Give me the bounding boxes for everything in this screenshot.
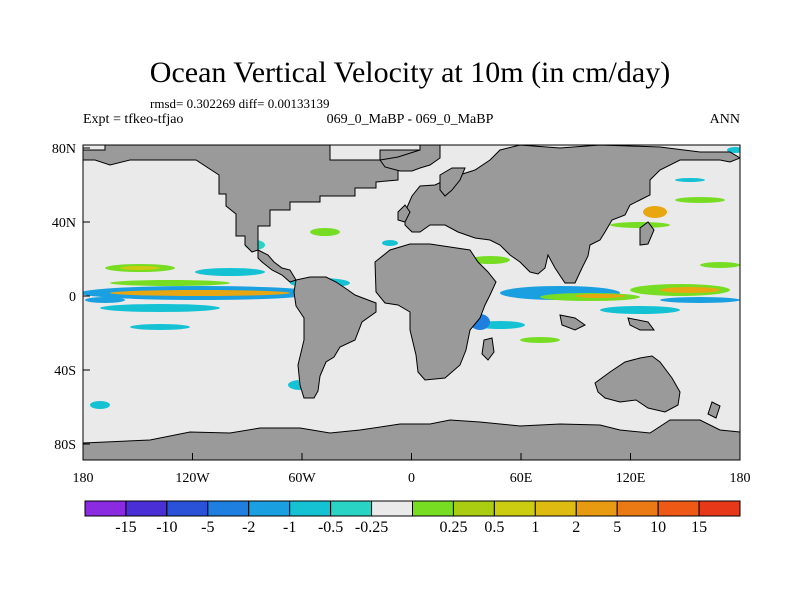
colorbar-swatch [289, 500, 332, 517]
velocity-patch [520, 337, 560, 343]
velocity-patch [727, 147, 740, 153]
velocity-patch [643, 206, 667, 218]
land-africa [374, 243, 497, 381]
land-indonesia [559, 314, 586, 331]
figure-title: Ocean Vertical Velocity at 10m (in cm/da… [150, 56, 670, 89]
velocity-patch [610, 222, 670, 228]
land-new-zealand [707, 401, 721, 419]
velocity-patch [110, 280, 230, 286]
colorbar-label: -2 [242, 519, 255, 536]
colorbar-label: 1 [531, 519, 539, 536]
colorbar-swatch [412, 500, 454, 517]
lat-tick-label: 80N [52, 142, 76, 157]
land-greenland [379, 145, 441, 172]
colorbar-swatch [84, 500, 127, 517]
colorbar-swatch [248, 500, 291, 517]
colorbar-label: 10 [650, 519, 666, 536]
velocity-patch [470, 256, 510, 264]
colorbar-swatch [207, 500, 250, 517]
lon-tick-label: 180 [730, 471, 751, 486]
velocity-patch [195, 268, 265, 276]
colorbar-swatch [616, 500, 659, 517]
lat-tick-label: 40S [54, 364, 76, 379]
land-south-america [293, 276, 377, 399]
land-antarctica [83, 419, 740, 460]
velocity-patch [120, 266, 160, 270]
land-australia [594, 355, 681, 413]
lat-tick-label: 0 [69, 290, 76, 305]
velocity-patch [90, 401, 110, 409]
colorbar-label: 2 [572, 519, 580, 536]
velocity-patch [660, 297, 740, 303]
velocity-patch [382, 240, 398, 246]
colorbar-label: -0.25 [355, 519, 388, 536]
velocity-patch [675, 178, 705, 182]
land-central-america [257, 249, 297, 283]
stats-label: rmsd= 0.302269 diff= 0.00133139 [150, 96, 329, 111]
velocity-patch [600, 306, 680, 314]
colorbar-swatch [125, 500, 168, 517]
land-north-america [83, 145, 421, 253]
land-british-isles [397, 204, 411, 223]
lon-tick-label: 120E [616, 471, 646, 486]
colorbar-swatch [166, 500, 209, 517]
colorbar-label: -5 [201, 519, 214, 536]
velocity-patch [310, 228, 340, 236]
colorbar-swatch [452, 500, 495, 517]
colorbar-swatch [330, 500, 373, 517]
colorbar-swatch [534, 500, 577, 517]
lon-tick-label: 0 [408, 471, 415, 486]
colorbar: -15 -10 -5 -2 -1 -0.5 -0.25 0.25 0.5 1 2 5 10 15 [84, 500, 741, 536]
velocity-contours [83, 147, 740, 443]
colorbar-swatch [371, 500, 413, 517]
velocity-patch [675, 197, 725, 203]
lon-tick-label: 180 [73, 471, 94, 486]
land-japan [639, 221, 655, 246]
subtitle-label: 069_0_MaBP - 069_0_MaBP [327, 112, 494, 127]
lon-tick-label: 120W [175, 471, 210, 486]
land-scandinavia [439, 167, 466, 197]
colorbar-label: -1 [283, 519, 296, 536]
expt-label: Expt = tfkeo-tfjao [83, 112, 183, 127]
land-new-guinea [627, 317, 655, 331]
colorbar-label: 0.25 [439, 519, 467, 536]
colorbar-swatch [493, 500, 536, 517]
land-eurasia [404, 145, 740, 284]
colorbar-label: 5 [613, 519, 621, 536]
land-masses [83, 145, 740, 460]
velocity-patch [85, 297, 125, 303]
colorbar-swatch [657, 500, 700, 517]
colorbar-label: 0.5 [484, 519, 504, 536]
colorbar-swatch [575, 500, 618, 517]
tick-marks [82, 147, 741, 460]
colorbar-swatch [698, 500, 741, 517]
lat-tick-label: 80S [54, 438, 76, 453]
velocity-patch [110, 290, 290, 296]
lon-tick-label: 60E [510, 471, 533, 486]
velocity-patch [660, 287, 720, 293]
colorbar-label: -15 [115, 519, 136, 536]
velocity-patch [700, 262, 740, 268]
velocity-patch [100, 304, 220, 312]
lat-tick-label: 40N [52, 216, 76, 231]
map-panel [83, 145, 740, 460]
colorbar-label: 15 [691, 519, 707, 536]
velocity-patch [130, 324, 190, 330]
land-madagascar [481, 337, 495, 361]
period-label: ANN [710, 112, 740, 127]
lon-tick-label: 60W [288, 471, 316, 486]
colorbar-label: -10 [156, 519, 177, 536]
velocity-patch [575, 294, 625, 298]
colorbar-label: -0.5 [318, 519, 343, 536]
